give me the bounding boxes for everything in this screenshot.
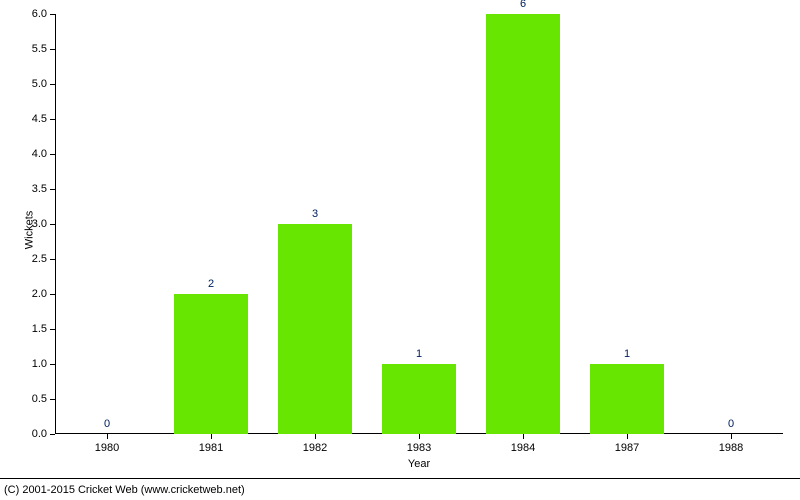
- y-tick-label: 5.5: [7, 43, 47, 55]
- y-tick: [50, 329, 55, 330]
- bar: [174, 294, 249, 434]
- y-tick: [50, 224, 55, 225]
- bar-value-label: 6: [520, 0, 526, 10]
- y-tick-label: 6.0: [7, 8, 47, 20]
- y-tick-label: 0.0: [7, 428, 47, 440]
- x-tick: [627, 434, 628, 439]
- x-tick-label: 1988: [719, 442, 743, 454]
- y-tick: [50, 14, 55, 15]
- bar: [382, 364, 457, 434]
- y-tick: [50, 84, 55, 85]
- x-tick: [107, 434, 108, 439]
- chart-container: 0 2 3 1 6 1 0 Wickets Year (C) 2001-2015 Crick…: [0, 0, 800, 500]
- bar-value-label: 0: [728, 418, 734, 430]
- y-tick: [50, 434, 55, 435]
- y-tick-label: 4.5: [7, 113, 47, 125]
- y-tick-label: 4.0: [7, 148, 47, 160]
- footer-copyright: (C) 2001-2015 Cricket Web (www.cricketwe…: [4, 484, 245, 496]
- y-tick: [50, 364, 55, 365]
- y-tick-label: 1.5: [7, 323, 47, 335]
- bar: [486, 14, 561, 434]
- plot-area: 0231610: [55, 14, 783, 434]
- y-tick-label: 3.5: [7, 183, 47, 195]
- x-tick-label: 1987: [615, 442, 639, 454]
- x-tick: [211, 434, 212, 439]
- x-tick-label: 1982: [303, 442, 327, 454]
- y-tick-label: 1.0: [7, 358, 47, 370]
- y-axis-label: Wickets: [23, 211, 35, 250]
- y-tick-label: 0.5: [7, 393, 47, 405]
- x-tick-label: 1980: [95, 442, 119, 454]
- x-tick: [523, 434, 524, 439]
- bar-value-label: 1: [416, 348, 422, 360]
- y-tick: [50, 259, 55, 260]
- y-tick: [50, 49, 55, 50]
- bar-value-label: 1: [624, 348, 630, 360]
- footer-divider: [0, 478, 800, 479]
- y-tick-label: 2.5: [7, 253, 47, 265]
- x-tick-label: 1983: [407, 442, 431, 454]
- x-tick-label: 1981: [199, 442, 223, 454]
- x-axis-label: Year: [408, 458, 430, 470]
- y-axis: [55, 14, 56, 434]
- bar-value-label: 2: [208, 278, 214, 290]
- x-tick-label: 1984: [511, 442, 535, 454]
- y-tick: [50, 154, 55, 155]
- y-tick-label: 2.0: [7, 288, 47, 300]
- bar: [590, 364, 665, 434]
- y-tick: [50, 294, 55, 295]
- y-tick: [50, 189, 55, 190]
- y-tick: [50, 399, 55, 400]
- y-tick: [50, 119, 55, 120]
- y-tick-label: 5.0: [7, 78, 47, 90]
- x-tick: [731, 434, 732, 439]
- x-tick: [419, 434, 420, 439]
- bar-value-label: 0: [104, 418, 110, 430]
- y-tick-label: 3.0: [7, 218, 47, 230]
- x-tick: [315, 434, 316, 439]
- bar: [278, 224, 353, 434]
- bar-value-label: 3: [312, 208, 318, 220]
